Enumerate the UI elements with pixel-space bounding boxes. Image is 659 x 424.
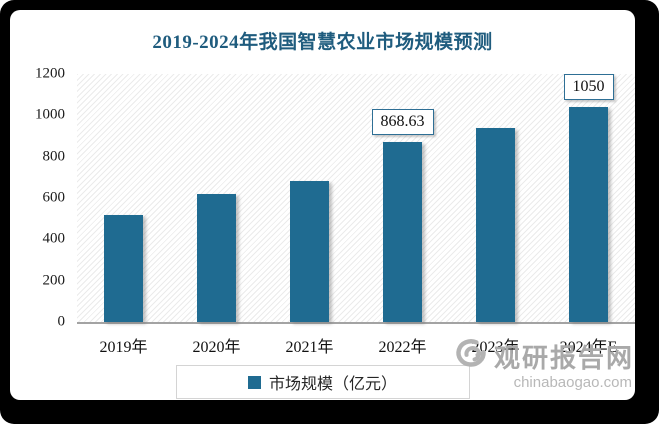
y-tick-label: 600 [42,189,66,206]
y-tick-label: 1200 [35,65,65,82]
bar-column [449,74,542,322]
y-axis: 0 200 400 600 800 1000 1200 [10,66,77,330]
bar [290,181,329,322]
y-tick-label: 800 [42,148,66,165]
legend: 市场规模（亿元） [175,365,470,399]
plot-area: 868.63 1050 [77,74,635,324]
legend-swatch-icon [247,375,261,389]
x-axis-label: 2019年 [99,339,148,356]
x-axis-label: 2022年 [378,339,427,356]
bar [569,107,608,322]
x-axis-label: 2024年E [559,339,618,356]
bar-column [77,74,170,322]
chart-title: 2019-2024年我国智慧农业市场规模预测 [152,32,493,53]
bar [104,214,143,322]
chart-card: 2019-2024年我国智慧农业市场规模预测 0 200 400 600 800 1000… [10,10,635,400]
bar [197,193,236,322]
y-tick-label: 1000 [35,106,65,123]
x-axis-label: 2020年 [192,339,241,356]
bar-column [263,74,356,322]
bar-value-label: 868.63 [371,109,434,136]
chart-area: 0 200 400 600 800 1000 1200 868.63 1050 2019年 20… [10,66,635,357]
bar-column [170,74,263,322]
y-tick-label: 0 [57,313,66,330]
bar [476,128,515,322]
watermark-url: chinabaogao.com [513,374,632,391]
x-axis-label: 2021年 [285,339,334,356]
x-axis: 2019年 2020年 2021年 2022年 2023年 2024年E [77,333,635,357]
legend-label: 市场规模（亿元） [268,376,397,393]
y-tick-label: 400 [42,230,66,247]
y-tick-label: 200 [42,272,66,289]
x-axis-label: 2023年 [471,339,520,356]
bar-column: 868.63 [356,74,449,322]
bar-column: 1050 [542,74,635,322]
bar-value-label: 1050 [563,74,614,101]
bar [383,142,422,322]
